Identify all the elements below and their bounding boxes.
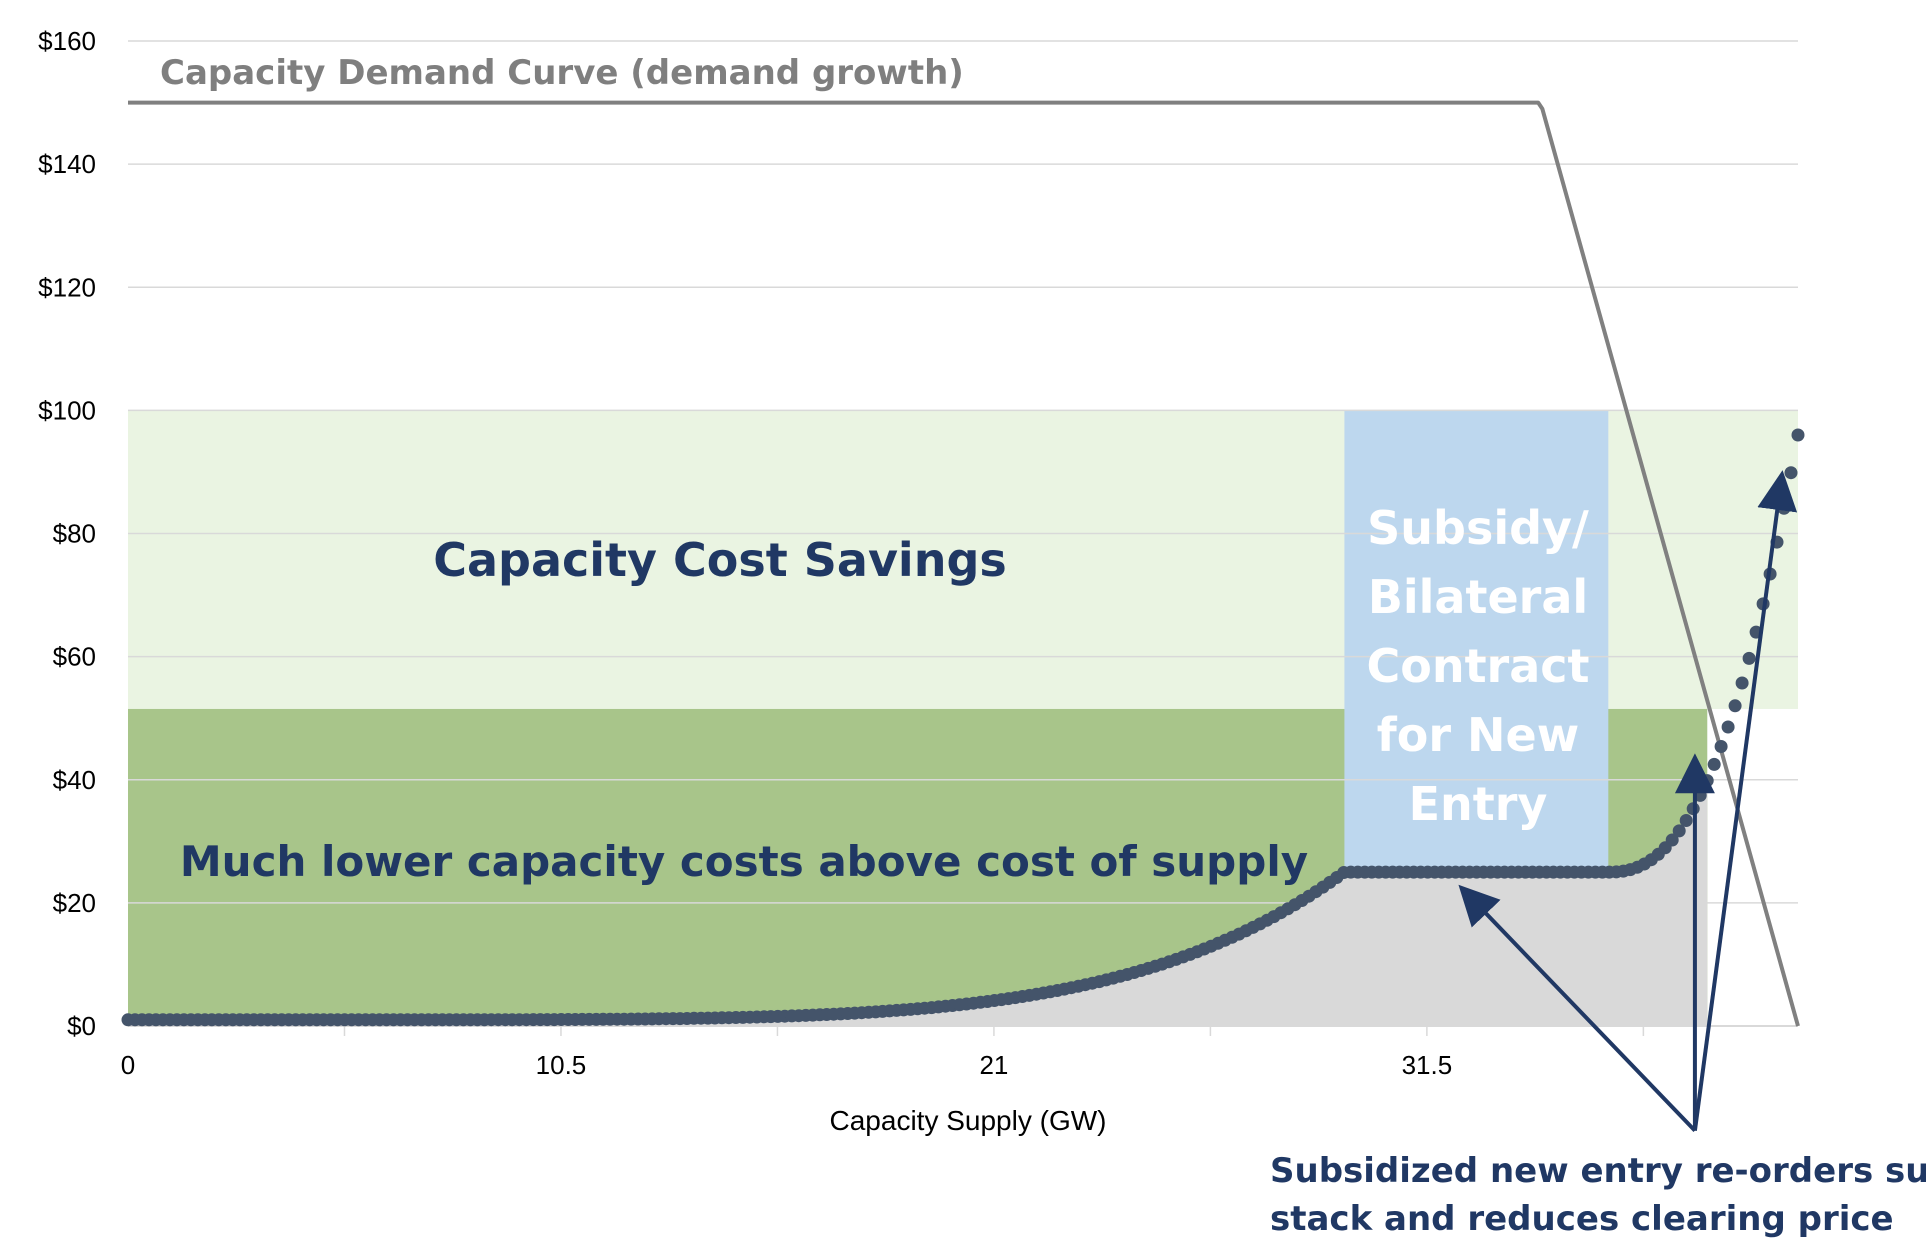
note-line-2: stack and reduces clearing price <box>1270 1199 1894 1239</box>
y-tick-label: $60 <box>53 642 96 672</box>
subsidy-label-line-3: Contract <box>1366 639 1589 693</box>
demand-curve-label: Capacity Demand Curve (demand growth) <box>160 53 964 93</box>
annotation-arrow-3 <box>1692 470 1798 1131</box>
supply-point <box>1707 757 1721 771</box>
demand-curve-line <box>128 100 1800 1027</box>
capacity-cost-savings-label: Capacity Cost Savings <box>433 533 1007 587</box>
annotation-arrow-1 <box>1458 884 1697 1133</box>
subsidy-label-line-2: Bilateral <box>1368 570 1588 624</box>
subsidy-label-line-5: Entry <box>1409 777 1548 831</box>
supply-point <box>1728 699 1742 713</box>
x-tick-label: 0 <box>121 1050 135 1080</box>
y-tick-label: $160 <box>38 26 96 56</box>
supply-point <box>1679 814 1693 827</box>
lines-layer <box>128 100 1800 1027</box>
y-tick-label: $20 <box>53 888 96 918</box>
y-tick-label: $80 <box>53 519 96 549</box>
lower-costs-label: Much lower capacity costs above cost of … <box>180 837 1308 886</box>
supply-point <box>1742 651 1756 665</box>
cost-of-supply-area <box>128 780 1708 1026</box>
x-tick-label: 31.5 <box>1402 1050 1453 1080</box>
supply-point <box>1665 833 1679 847</box>
y-tick-label: $0 <box>67 1011 96 1041</box>
arrows-layer <box>1458 470 1798 1133</box>
x-axis-title: Capacity Supply (GW) <box>830 1105 1107 1136</box>
area-layer <box>128 780 1708 1026</box>
supply-point <box>1791 428 1805 442</box>
supply-point <box>1735 676 1749 690</box>
y-tick-label: $40 <box>53 765 96 795</box>
supply-point <box>1700 774 1714 788</box>
y-tick-label: $120 <box>38 272 96 302</box>
supply-point <box>1721 720 1735 734</box>
supply-point <box>1714 740 1728 753</box>
note-line-1: Subsidized new entry re-orders supply <box>1270 1151 1926 1191</box>
x-tick-label: 21 <box>979 1050 1008 1080</box>
dots-layer <box>121 428 1805 1027</box>
supply-point <box>1672 824 1686 838</box>
y-tick-label: $100 <box>38 395 96 425</box>
labels-layer: Capacity Supply (GW) Capacity Demand Cur… <box>160 53 1926 1239</box>
region-3 <box>1344 410 1609 873</box>
subsidy-label-line-1: Subsidy/ <box>1367 501 1589 555</box>
supply-point <box>1784 466 1798 480</box>
y-tick-label: $140 <box>38 149 96 179</box>
subsidy-label-line-4: for New <box>1377 708 1580 762</box>
x-tick-label: 10.5 <box>536 1050 587 1080</box>
